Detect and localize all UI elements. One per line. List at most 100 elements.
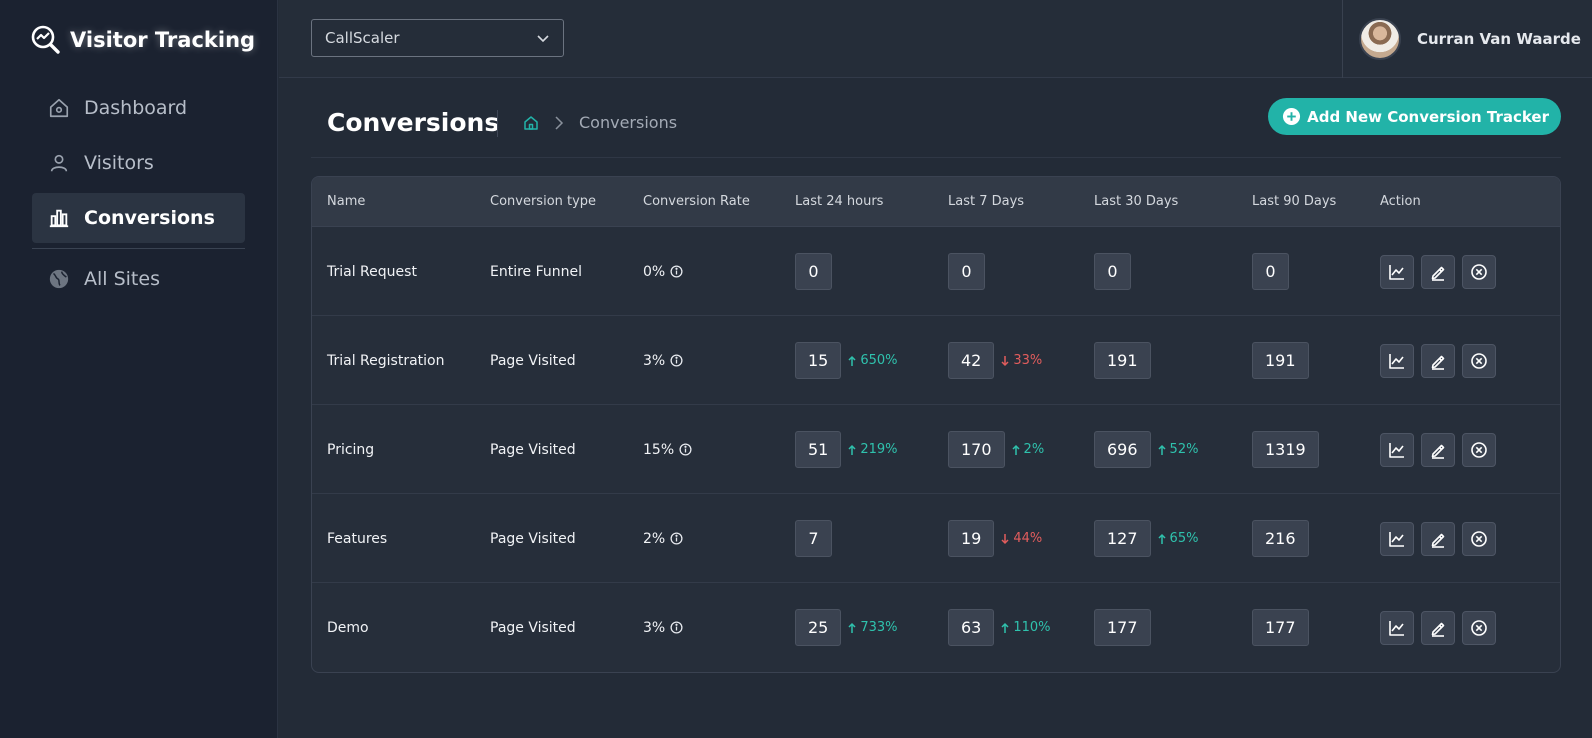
view-chart-button[interactable] [1380,610,1414,645]
avatar[interactable] [1359,18,1401,60]
stat-delta: 65% [1157,531,1199,546]
stat-delta: 52% [1157,442,1198,457]
info-icon[interactable] [670,265,683,278]
cell-last-30-days: 177 [1094,583,1151,672]
cell-actions [1380,227,1496,316]
sidebar-item-label: All Sites [84,268,160,290]
conversion-rate: 3% [643,619,666,636]
conversion-type: Entire Funnel [490,263,583,280]
close-circle-icon [1471,263,1487,280]
conversions-table: Name Conversion type Conversion Rate Las… [311,176,1561,673]
cell-last-7-days: 170 2% [948,405,1044,494]
column-header-7d: Last 7 Days [948,194,1025,209]
header-divider [497,110,498,137]
arrow-up-icon [848,444,856,455]
edit-button[interactable] [1421,254,1455,289]
cell-last-24-hours: 15 650% [795,316,898,405]
user-menu[interactable]: Curran Van Waarde [1342,0,1592,78]
stat-delta: 733% [847,620,898,635]
table-row: Trial Request Entire Funnel 0% 0 0 0 0 [312,227,1560,316]
cell-last-90-days: 1319 [1252,405,1319,494]
conversion-rate: 2% [643,530,666,547]
arrow-down-icon [1001,533,1009,544]
cell-type: Page Visited [490,494,576,583]
stat-value: 0 [795,253,832,290]
cell-last-7-days: 63 110% [948,583,1051,672]
page-title: Conversions [327,108,500,137]
cell-last-24-hours: 51 219% [795,405,898,494]
view-chart-button[interactable] [1380,254,1414,289]
add-conversion-tracker-button[interactable]: Add New Conversion Tracker [1268,98,1561,135]
column-header-90d: Last 90 Days [1252,194,1337,209]
sidebar-item-visitors[interactable]: Visitors [32,138,245,188]
edit-button[interactable] [1421,521,1455,556]
sidebar-item-label: Conversions [84,207,215,229]
site-select-value: CallScaler [325,29,400,47]
analytics-search-icon [31,25,60,54]
stat-value: 0 [1252,253,1289,290]
delta-value: 65% [1169,531,1199,546]
stat-value: 63 [948,609,995,646]
delta-value: 2% [1023,442,1045,457]
sidebar: Visitor Tracking Dashboard Visitors Conv… [0,0,278,738]
delete-button[interactable] [1462,343,1496,378]
home-icon[interactable] [523,115,539,131]
cell-last-7-days: 19 44% [948,494,1042,583]
stat-value: 191 [1252,342,1309,379]
user-name: Curran Van Waarde [1417,30,1581,48]
delete-button[interactable] [1462,610,1496,645]
cell-last-7-days: 0 [948,227,985,316]
sidebar-item-all-sites[interactable]: All Sites [32,254,245,304]
cell-last-24-hours: 7 [795,494,832,583]
conversion-name: Trial Request [327,263,417,280]
stat-delta: 110% [1000,620,1051,635]
info-icon[interactable] [670,621,683,634]
chevron-down-icon [537,35,549,43]
chevron-right-icon [555,115,564,130]
sidebar-item-dashboard[interactable]: Dashboard [32,83,245,133]
close-circle-icon [1471,441,1487,458]
view-chart-button[interactable] [1380,521,1414,556]
arrow-down-icon [1001,355,1009,366]
nav-divider [32,248,245,249]
view-chart-button[interactable] [1380,343,1414,378]
page-header: Conversions Conversions Add New Conversi… [311,96,1561,158]
site-select[interactable]: CallScaler [311,19,564,57]
user-icon [50,154,68,172]
cell-rate: 3% [643,583,683,672]
delete-button[interactable] [1462,521,1496,556]
cell-last-90-days: 191 [1252,316,1309,405]
info-icon[interactable] [670,354,683,367]
stat-delta: 33% [1000,353,1042,368]
line-chart-icon [1389,264,1404,280]
edit-button[interactable] [1421,610,1455,645]
stat-value: 127 [1094,520,1151,557]
cell-actions [1380,494,1496,583]
sidebar-item-conversions[interactable]: Conversions [32,193,245,243]
table-header: Name Conversion type Conversion Rate Las… [312,177,1560,227]
column-header-action: Action [1380,194,1421,209]
cell-type: Entire Funnel [490,227,582,316]
sidebar-item-label: Visitors [84,152,154,174]
info-icon[interactable] [670,532,683,545]
sidebar-nav: Dashboard Visitors Conversions All Sites [32,83,245,309]
pencil-icon [1431,355,1445,370]
edit-button[interactable] [1421,432,1455,467]
stat-value: 1319 [1252,431,1319,468]
stat-value: 216 [1252,520,1309,557]
brand[interactable]: Visitor Tracking [30,22,255,58]
edit-button[interactable] [1421,343,1455,378]
cell-name: Trial Request [327,227,417,316]
stat-delta: 650% [847,353,898,368]
cell-type: Page Visited [490,405,576,494]
info-icon[interactable] [679,443,692,456]
view-chart-button[interactable] [1380,432,1414,467]
conversion-name: Demo [327,619,369,636]
delete-button[interactable] [1462,432,1496,467]
stat-value: 51 [795,431,842,468]
breadcrumb-current: Conversions [579,113,678,132]
conversion-rate: 0% [643,263,666,280]
delete-button[interactable] [1462,254,1496,289]
delta-value: 650% [860,353,898,368]
line-chart-icon [1389,531,1404,547]
